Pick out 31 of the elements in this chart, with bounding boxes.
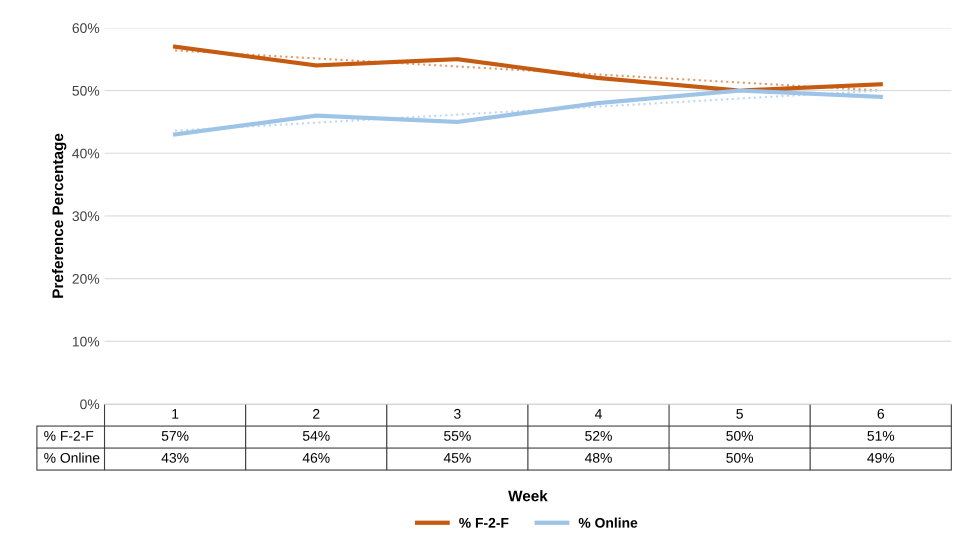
- data-label: 46%: [302, 452, 330, 463]
- y-tick-label: 0%: [80, 399, 100, 410]
- x-axis-title: Week: [508, 490, 548, 502]
- y-tick-label: 30%: [72, 211, 100, 222]
- legend-label: % Online: [578, 518, 638, 528]
- text: % F-2-F: [44, 430, 94, 441]
- data-label: 54%: [302, 431, 330, 441]
- x-tick-label: 4: [594, 409, 602, 419]
- data-label: 51%: [867, 431, 894, 441]
- data-label: 55%: [444, 431, 471, 441]
- data-label: 52%: [585, 430, 612, 441]
- x-tick-label: 2: [313, 408, 320, 419]
- data-label: 43%: [162, 452, 189, 463]
- data-label: 49%: [867, 452, 894, 463]
- data-label: 57%: [162, 431, 189, 441]
- x-tick-label: 6: [878, 408, 884, 419]
- data-label: 50%: [726, 430, 754, 441]
- y-tick-label: 20%: [72, 274, 100, 284]
- y-axis-title: Preference Percentage: [52, 134, 66, 298]
- y-tick-label: 60%: [72, 23, 100, 34]
- x-tick-label: 3: [454, 408, 461, 419]
- x-tick-label: 5: [736, 409, 743, 419]
- y-tick-label: 10%: [72, 336, 100, 347]
- y-tick-label: 50%: [72, 86, 100, 96]
- data-label: 45%: [444, 453, 471, 463]
- data-label: 48%: [584, 452, 612, 463]
- text: % Online: [44, 452, 100, 463]
- legend-label: % F-2-F: [459, 518, 508, 528]
- y-tick-label: 40%: [72, 148, 100, 158]
- data-label: 50%: [726, 452, 754, 463]
- x-tick-label: 1: [172, 409, 178, 419]
